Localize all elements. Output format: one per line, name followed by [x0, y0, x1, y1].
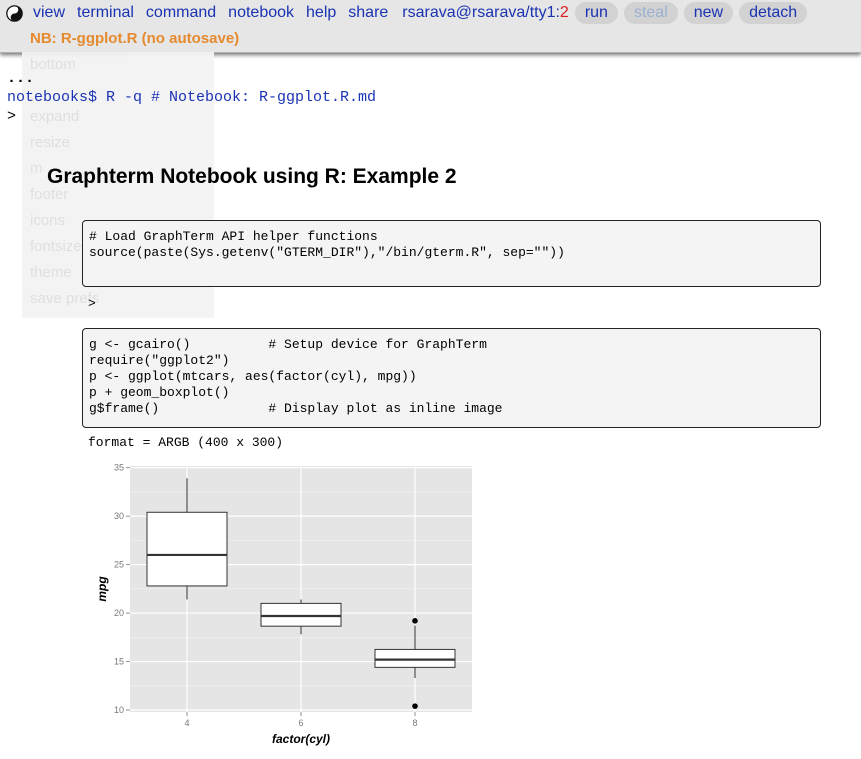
menu-view[interactable]: view	[33, 4, 66, 21]
notebook-heading: Graphterm Notebook using R: Example 2	[47, 165, 457, 188]
ghost-item-footer[interactable]: footer	[30, 186, 69, 203]
ghost-item-theme[interactable]: theme	[30, 264, 72, 281]
boxplot-chart: 10 15 20 25 30 35 4 6 8 factor(cyl) mpg	[95, 463, 472, 746]
ghost-item-save-prefs[interactable]: save prefs	[30, 290, 100, 307]
code-cell-2[interactable]: g <- gcairo() # Setup device for GraphTe…	[82, 328, 821, 428]
x-tick-label: 8	[412, 718, 417, 728]
code-cell-1[interactable]: # Load GraphTerm API helper functions so…	[82, 220, 821, 287]
x-axis-label: factor(cyl)	[272, 732, 330, 746]
ghost-item-icons[interactable]: icons	[30, 212, 66, 229]
menu-row: view terminal command notebook help shar…	[0, 0, 808, 26]
run-button[interactable]: run	[574, 2, 618, 24]
menu-notebook[interactable]: notebook	[228, 4, 295, 21]
detach-button[interactable]: detach	[739, 2, 808, 24]
ghost-item-m[interactable]: m	[30, 160, 43, 177]
cell-1-output: >	[88, 296, 96, 311]
y-tick-label: 10	[114, 705, 124, 715]
y-tick-label: 25	[114, 560, 124, 570]
ghost-item-bottom[interactable]: bottom	[30, 56, 76, 73]
x-tick-label: 4	[184, 718, 189, 728]
ghost-item-resize[interactable]: resize	[30, 134, 71, 151]
yin-yang-icon[interactable]	[6, 4, 23, 22]
menu-share[interactable]: share	[348, 4, 389, 21]
menu-command[interactable]: command	[145, 4, 217, 21]
steal-button[interactable]: steal	[623, 2, 678, 24]
session-label: rsarava@rsarava/tty1:2	[402, 4, 569, 22]
box-iqr	[260, 602, 342, 627]
session-count: 2	[559, 4, 569, 21]
top-menu-bar: view terminal command notebook help shar…	[0, 0, 861, 53]
box-iqr	[146, 511, 228, 587]
box-iqr	[374, 648, 456, 668]
command-line: notebooks$ R -q # Notebook: R-ggplot.R.m…	[7, 89, 377, 106]
terminal-ellipsis: ...	[7, 70, 35, 87]
new-button[interactable]: new	[683, 2, 734, 24]
outlier-point	[412, 703, 418, 709]
y-axis-label: mpg	[95, 576, 109, 602]
session-user: rsarava@rsarava/tty1:	[402, 4, 560, 21]
y-tick-label: 30	[114, 511, 124, 521]
menu-terminal[interactable]: terminal	[77, 4, 134, 21]
outlier-point	[412, 618, 418, 624]
y-tick-label: 15	[114, 657, 124, 667]
cell-2-output: format = ARGB (400 x 300)	[88, 435, 284, 450]
terminal-prompt: >	[7, 108, 17, 125]
notebook-title: NB: R-ggplot.R (no autosave)	[30, 30, 240, 47]
y-tick-label: 20	[114, 608, 124, 618]
ghost-item-fontsize[interactable]: fontsize	[30, 238, 82, 255]
x-tick-label: 6	[298, 718, 303, 728]
y-tick-label: 35	[114, 463, 124, 473]
menu-help[interactable]: help	[306, 4, 337, 21]
ghost-item-expand[interactable]: expand	[30, 108, 80, 125]
